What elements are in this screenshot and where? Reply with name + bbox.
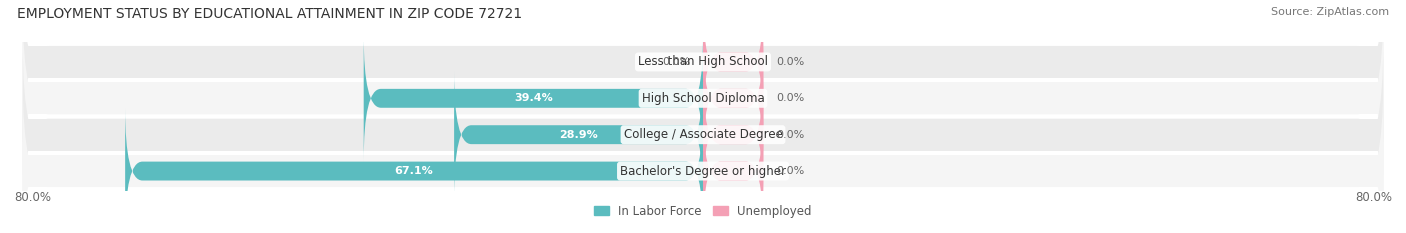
FancyBboxPatch shape — [22, 0, 1384, 155]
Legend: In Labor Force, Unemployed: In Labor Force, Unemployed — [589, 200, 817, 223]
Text: 0.0%: 0.0% — [776, 166, 804, 176]
Text: College / Associate Degree: College / Associate Degree — [624, 128, 782, 141]
FancyBboxPatch shape — [703, 108, 763, 233]
FancyBboxPatch shape — [703, 0, 763, 125]
FancyBboxPatch shape — [364, 35, 703, 162]
Text: 39.4%: 39.4% — [515, 93, 553, 103]
FancyBboxPatch shape — [454, 71, 703, 198]
Text: 0.0%: 0.0% — [776, 93, 804, 103]
Text: 80.0%: 80.0% — [14, 191, 51, 204]
Text: 67.1%: 67.1% — [395, 166, 433, 176]
Text: Source: ZipAtlas.com: Source: ZipAtlas.com — [1271, 7, 1389, 17]
Text: EMPLOYMENT STATUS BY EDUCATIONAL ATTAINMENT IN ZIP CODE 72721: EMPLOYMENT STATUS BY EDUCATIONAL ATTAINM… — [17, 7, 522, 21]
Text: High School Diploma: High School Diploma — [641, 92, 765, 105]
FancyBboxPatch shape — [703, 35, 763, 162]
FancyBboxPatch shape — [703, 71, 763, 198]
FancyBboxPatch shape — [22, 5, 1384, 192]
Bar — [22, 82, 1384, 114]
Bar — [22, 119, 1384, 151]
Text: 0.0%: 0.0% — [776, 57, 804, 67]
FancyBboxPatch shape — [22, 78, 1384, 233]
Text: Bachelor's Degree or higher: Bachelor's Degree or higher — [620, 164, 786, 178]
Text: 80.0%: 80.0% — [1355, 191, 1392, 204]
Text: Less than High School: Less than High School — [638, 55, 768, 69]
Text: 0.0%: 0.0% — [776, 130, 804, 140]
Text: 0.0%: 0.0% — [662, 57, 690, 67]
Bar — [22, 155, 1384, 187]
FancyBboxPatch shape — [22, 41, 1384, 228]
Bar — [22, 46, 1384, 78]
FancyBboxPatch shape — [125, 108, 703, 233]
Text: 28.9%: 28.9% — [560, 130, 598, 140]
